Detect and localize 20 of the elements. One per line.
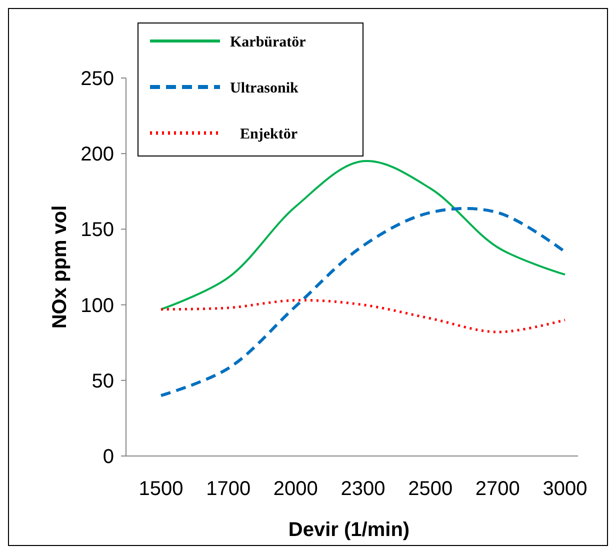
y-axis-title: NOx ppm vol [49,205,71,329]
y-tick-label: 200 [80,144,114,166]
x-tick-label: 2700 [475,478,520,500]
x-tick-label: 1700 [206,478,251,500]
x-tick-label: 2000 [273,478,318,500]
x-tick-label: 2300 [340,478,386,500]
legend-label: Ultrasonik [230,80,299,96]
legend-label: Enjektör [240,126,298,142]
x-tick-label: 1500 [138,478,184,500]
x-tick-label: 2500 [408,478,453,500]
x-tick-label: 3000 [542,478,588,500]
y-tick-label: 50 [92,370,114,392]
y-tick-label: 150 [80,219,114,242]
line-series [160,298,566,334]
y-tick-label: 0 [102,446,114,468]
y-tick-label: 100 [80,294,114,317]
legend-label: Karbüratör [230,34,306,50]
line-series [160,160,566,310]
x-axis-title: Devir (1/min) [288,519,410,541]
y-tick-label: 250 [80,68,114,90]
